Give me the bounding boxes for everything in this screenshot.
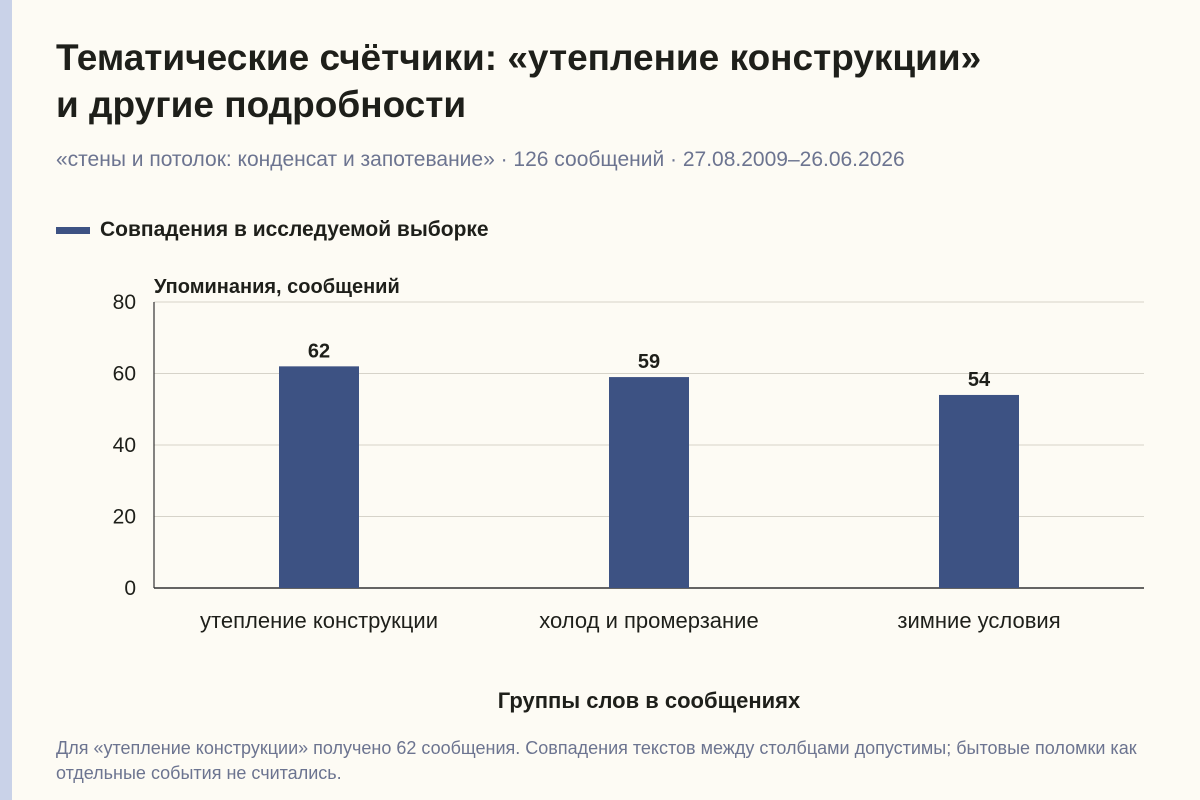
y-tick-label: 20 (113, 506, 136, 529)
legend: Совпадения в исследуемой выборке (56, 218, 489, 242)
x-axis-title: Группы слов в сообщениях (498, 688, 801, 713)
y-tick-labels: 0 20 40 60 80 (113, 291, 136, 600)
x-tick-labels: утепление конструкции холод и промерзание… (200, 608, 1061, 633)
data-label: 62 (308, 340, 330, 362)
y-axis-title: Упоминания, сообщений (154, 276, 400, 298)
bar (939, 394, 1019, 588)
y-tick-label: 60 (113, 363, 136, 386)
chart-subtitle: «стены и потолок: конденсат и запотевани… (56, 148, 905, 171)
y-tick-label: 40 (113, 434, 136, 457)
chart-title-line-1: Тематические счётчики: «утепление констр… (56, 37, 982, 78)
x-tick-label: зимние условия (897, 608, 1060, 633)
y-tick-label: 80 (113, 291, 136, 314)
bar (609, 377, 689, 588)
x-tick-label: утепление конструкции (200, 608, 438, 633)
x-tick-label: холод и промерзание (539, 608, 758, 633)
data-label: 54 (968, 369, 991, 391)
bar (279, 366, 359, 588)
chart-title-line-2: и другие подробности (56, 84, 467, 125)
bars (279, 366, 1019, 588)
legend-label: Совпадения в исследуемой выборке (100, 218, 489, 241)
legend-swatch (56, 226, 90, 234)
footnote: Для «утепление конструкции» получено 62 … (56, 738, 1137, 783)
data-label: 59 (638, 351, 660, 373)
accent-stripe (0, 0, 12, 800)
data-labels: 62 59 54 (308, 340, 991, 391)
y-tick-label: 0 (124, 577, 136, 600)
chart-title: Тематические счётчики: «утепление констр… (56, 34, 1156, 128)
